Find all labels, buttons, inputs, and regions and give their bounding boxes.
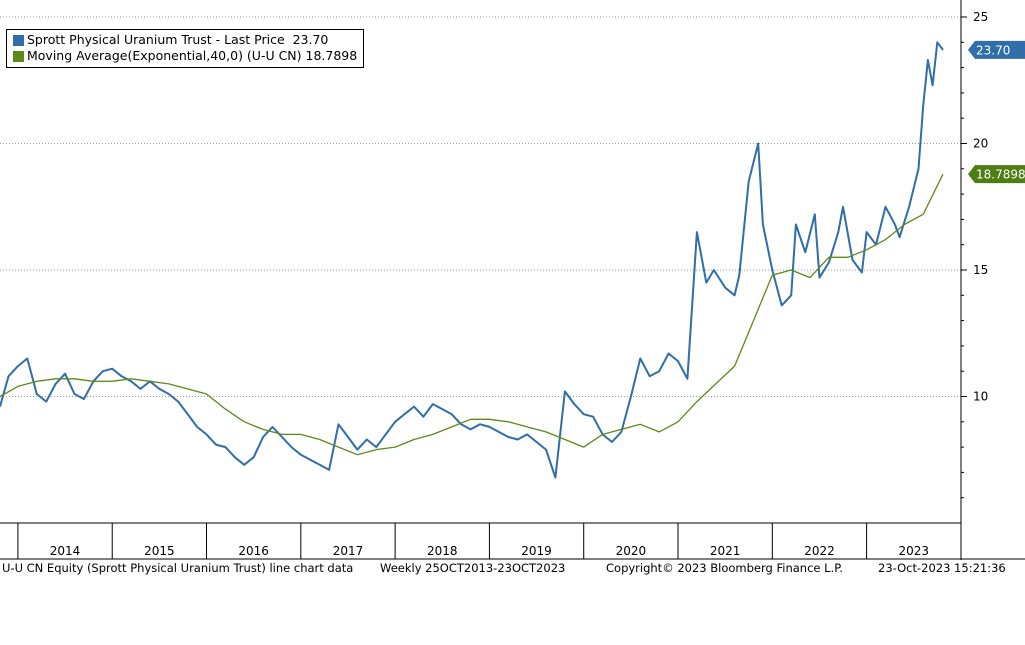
x-tick-label-2018: 2018: [427, 544, 458, 558]
price-badge: [968, 40, 1025, 59]
x-tick-label-2020: 2020: [616, 544, 647, 558]
legend-entry-price: Sprott Physical Uranium Trust - Last Pri…: [13, 32, 357, 48]
y-tick-label-15: 15: [973, 263, 988, 277]
footer-copyright: Copyright© 2023 Bloomberg Finance L.P.: [606, 561, 843, 575]
x-tick-label-2023: 2023: [898, 544, 929, 558]
footer-frequency: Weekly 25OCT2013-23OCT2023: [380, 561, 566, 575]
moving-average-line: [0, 173, 944, 456]
legend-entry-ma: Moving Average(Exponential,40,0) (U-U CN…: [13, 48, 357, 64]
x-tick-label-2021: 2021: [710, 544, 741, 558]
chart-footer: U-U CN Equity (Sprott Physical Uranium T…: [0, 560, 1025, 577]
ma-badge: [968, 165, 1025, 184]
y-tick-label-25: 25: [973, 10, 988, 24]
y-tick-label-20: 20: [973, 137, 988, 151]
legend-swatch-ma: [13, 50, 24, 62]
price-badge-label: 23.70: [976, 43, 1010, 57]
chart-canvas: 10 15 20 25 2014 2015 2016 2017 2018 2019 2020 2021…: [0, 0, 1025, 560]
x-tick-label-2017: 2017: [333, 544, 364, 558]
x-tick-label-2015: 2015: [144, 544, 175, 558]
y-tick-label-10: 10: [973, 390, 988, 404]
footer-timestamp: 23-Oct-2023 15:21:36: [878, 561, 1006, 575]
x-tick-label-2016: 2016: [238, 544, 269, 558]
legend-swatch-price: [13, 34, 24, 46]
footer-security: U-U CN Equity (Sprott Physical Uranium T…: [2, 561, 354, 575]
x-tick-label-2019: 2019: [521, 544, 552, 558]
x-tick-label-2014: 2014: [50, 544, 81, 558]
chart-legend: Sprott Physical Uranium Trust - Last Pri…: [6, 29, 365, 68]
x-tick-label-2022: 2022: [804, 544, 835, 558]
legend-label-ma: Moving Average(Exponential,40,0) (U-U CN…: [27, 48, 358, 63]
ma-badge-label: 18.7898: [976, 168, 1025, 182]
legend-label-price: Sprott Physical Uranium Trust - Last Pri…: [27, 32, 329, 47]
price-series-line: [0, 41, 944, 479]
